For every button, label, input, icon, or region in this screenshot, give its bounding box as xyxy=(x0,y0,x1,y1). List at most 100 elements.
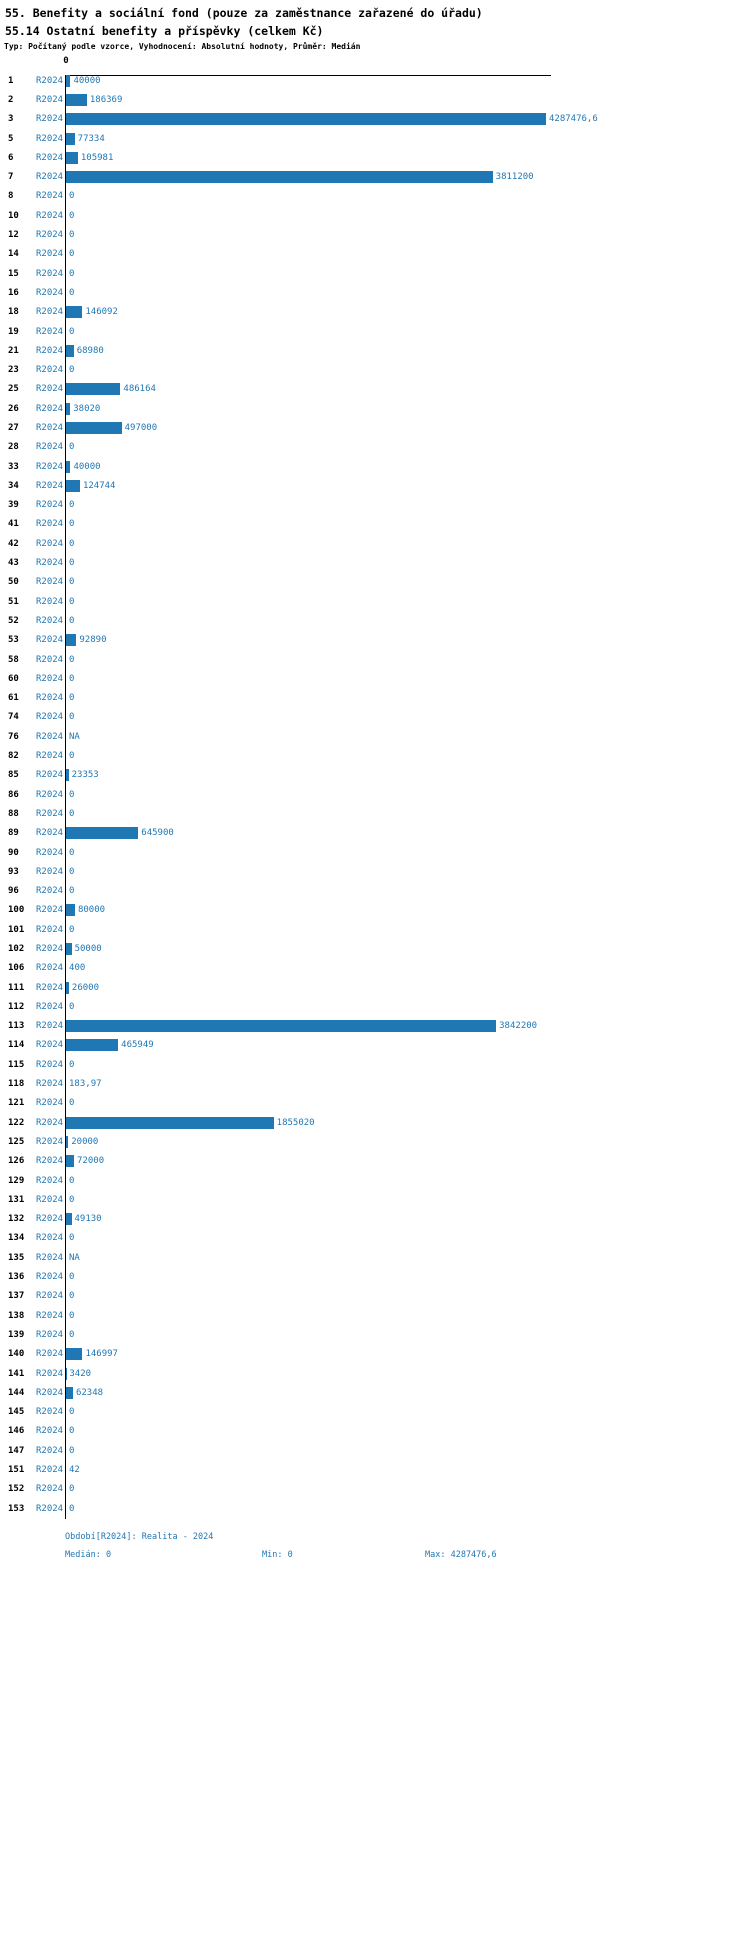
row-id: 19 xyxy=(8,326,19,337)
row-plot: 0 xyxy=(66,1406,74,1418)
bar xyxy=(66,402,71,415)
row-id: 82 xyxy=(8,751,19,762)
bar-value-label: 400 xyxy=(69,963,86,974)
row-id: 122 xyxy=(8,1117,25,1128)
row-id: 21 xyxy=(8,345,19,356)
row-plot: 0 xyxy=(66,1445,74,1457)
bar-row: 25 R2024 486164 xyxy=(0,380,750,399)
row-period-label: R2024 xyxy=(36,1272,64,1283)
row-plot: 68980 xyxy=(66,344,104,357)
row-plot: 0 xyxy=(66,885,74,897)
row-plot: 0 xyxy=(66,1059,74,1071)
row-plot: 0 xyxy=(66,326,74,338)
bar-row: 42 R2024 0 xyxy=(0,534,750,553)
bar-value-label: 105981 xyxy=(80,152,114,163)
bar-row: 141 R2024 3420 xyxy=(0,1364,750,1383)
row-id: 132 xyxy=(8,1214,25,1225)
bar-row: 15 R2024 0 xyxy=(0,264,750,283)
row-period-label: R2024 xyxy=(36,75,64,86)
bar xyxy=(66,74,71,87)
row-plot: 183,97 xyxy=(66,1078,102,1091)
row-id: 15 xyxy=(8,268,19,279)
bar xyxy=(66,1135,69,1148)
bar-value-label: 0 xyxy=(69,519,75,530)
y-axis-line xyxy=(65,75,66,1519)
bar-value-label: 42 xyxy=(69,1465,80,1476)
row-id: 76 xyxy=(8,731,19,742)
bar-row: 41 R2024 0 xyxy=(0,515,750,534)
bar-row: 52 R2024 0 xyxy=(0,611,750,630)
bar xyxy=(66,1020,497,1033)
bar-value-label: 49130 xyxy=(74,1214,102,1225)
row-plot: 0 xyxy=(66,557,74,569)
row-plot: 0 xyxy=(66,1425,74,1437)
bar-row: 7 R2024 3811200 xyxy=(0,167,750,186)
row-plot: 0 xyxy=(66,847,74,859)
row-period-label: R2024 xyxy=(36,1291,64,1302)
row-id: 138 xyxy=(8,1310,25,1321)
bar-value-label: 68980 xyxy=(76,345,104,356)
row-id: 139 xyxy=(8,1329,25,1340)
row-id: 96 xyxy=(8,886,19,897)
row-plot: 0 xyxy=(66,1271,74,1283)
row-period-label: R2024 xyxy=(36,615,64,626)
bar-row: 60 R2024 0 xyxy=(0,669,750,688)
bar-value-label: 0 xyxy=(69,712,75,723)
row-period-label: R2024 xyxy=(36,577,64,588)
bar-row: 100 R2024 80000 xyxy=(0,901,750,920)
row-plot: 0 xyxy=(66,750,74,762)
row-period-label: R2024 xyxy=(36,789,64,800)
bar-value-label: 0 xyxy=(69,654,75,665)
bar-value-label: 0 xyxy=(69,1098,75,1109)
row-period-label: R2024 xyxy=(36,1329,64,1340)
row-period-label: R2024 xyxy=(36,1136,64,1147)
row-plot: 146997 xyxy=(66,1348,118,1361)
bar-row: 90 R2024 0 xyxy=(0,843,750,862)
bar xyxy=(66,904,75,917)
row-period-label: R2024 xyxy=(36,1040,64,1051)
bar-value-label: 3420 xyxy=(69,1368,92,1379)
bar-value-label: 0 xyxy=(69,268,75,279)
row-id: 7 xyxy=(8,172,14,183)
row-period-label: R2024 xyxy=(36,828,64,839)
row-period-label: R2024 xyxy=(36,1484,64,1495)
row-plot: 0 xyxy=(66,190,74,202)
bar-value-label: 486164 xyxy=(123,384,156,395)
row-id: 86 xyxy=(8,789,19,800)
row-period-label: R2024 xyxy=(36,1098,64,1109)
bar-value-label: 0 xyxy=(69,1001,75,1012)
row-plot: 62348 xyxy=(66,1386,103,1399)
row-id: 118 xyxy=(8,1079,25,1090)
row-period-label: R2024 xyxy=(36,770,64,781)
bar-row: 1 R2024 40000 xyxy=(0,71,750,90)
row-period-label: R2024 xyxy=(36,596,64,607)
bar-row: 93 R2024 0 xyxy=(0,862,750,881)
bar-value-label: 0 xyxy=(69,1175,75,1186)
bar-row: 43 R2024 0 xyxy=(0,553,750,572)
bar xyxy=(66,1039,119,1052)
bar xyxy=(66,1386,73,1399)
bar-value-label: 0 xyxy=(69,751,75,762)
bar-row: 10 R2024 0 xyxy=(0,206,750,225)
bar-value-label: 0 xyxy=(69,1484,75,1495)
row-period-label: R2024 xyxy=(36,1349,64,1360)
row-period-label: R2024 xyxy=(36,384,64,395)
bar xyxy=(66,383,121,396)
bar xyxy=(66,1155,75,1168)
bar xyxy=(66,634,77,647)
row-period-label: R2024 xyxy=(36,1001,64,1012)
row-period-label: R2024 xyxy=(36,1426,64,1437)
row-plot: 105981 xyxy=(66,151,114,164)
bar-row: 121 R2024 0 xyxy=(0,1094,750,1113)
footer-period-label: Období[R2024]: Realita - 2024 xyxy=(65,1532,214,1542)
x-axis-line xyxy=(65,75,551,76)
row-id: 113 xyxy=(8,1021,25,1032)
bar xyxy=(66,1348,83,1361)
row-period-label: R2024 xyxy=(36,558,64,569)
bar-value-label: 0 xyxy=(69,1445,75,1456)
row-plot: NA xyxy=(66,731,80,743)
row-plot: 465949 xyxy=(66,1039,154,1052)
bar xyxy=(66,306,83,319)
bar-row: 61 R2024 0 xyxy=(0,689,750,708)
bar-row: 74 R2024 0 xyxy=(0,708,750,727)
